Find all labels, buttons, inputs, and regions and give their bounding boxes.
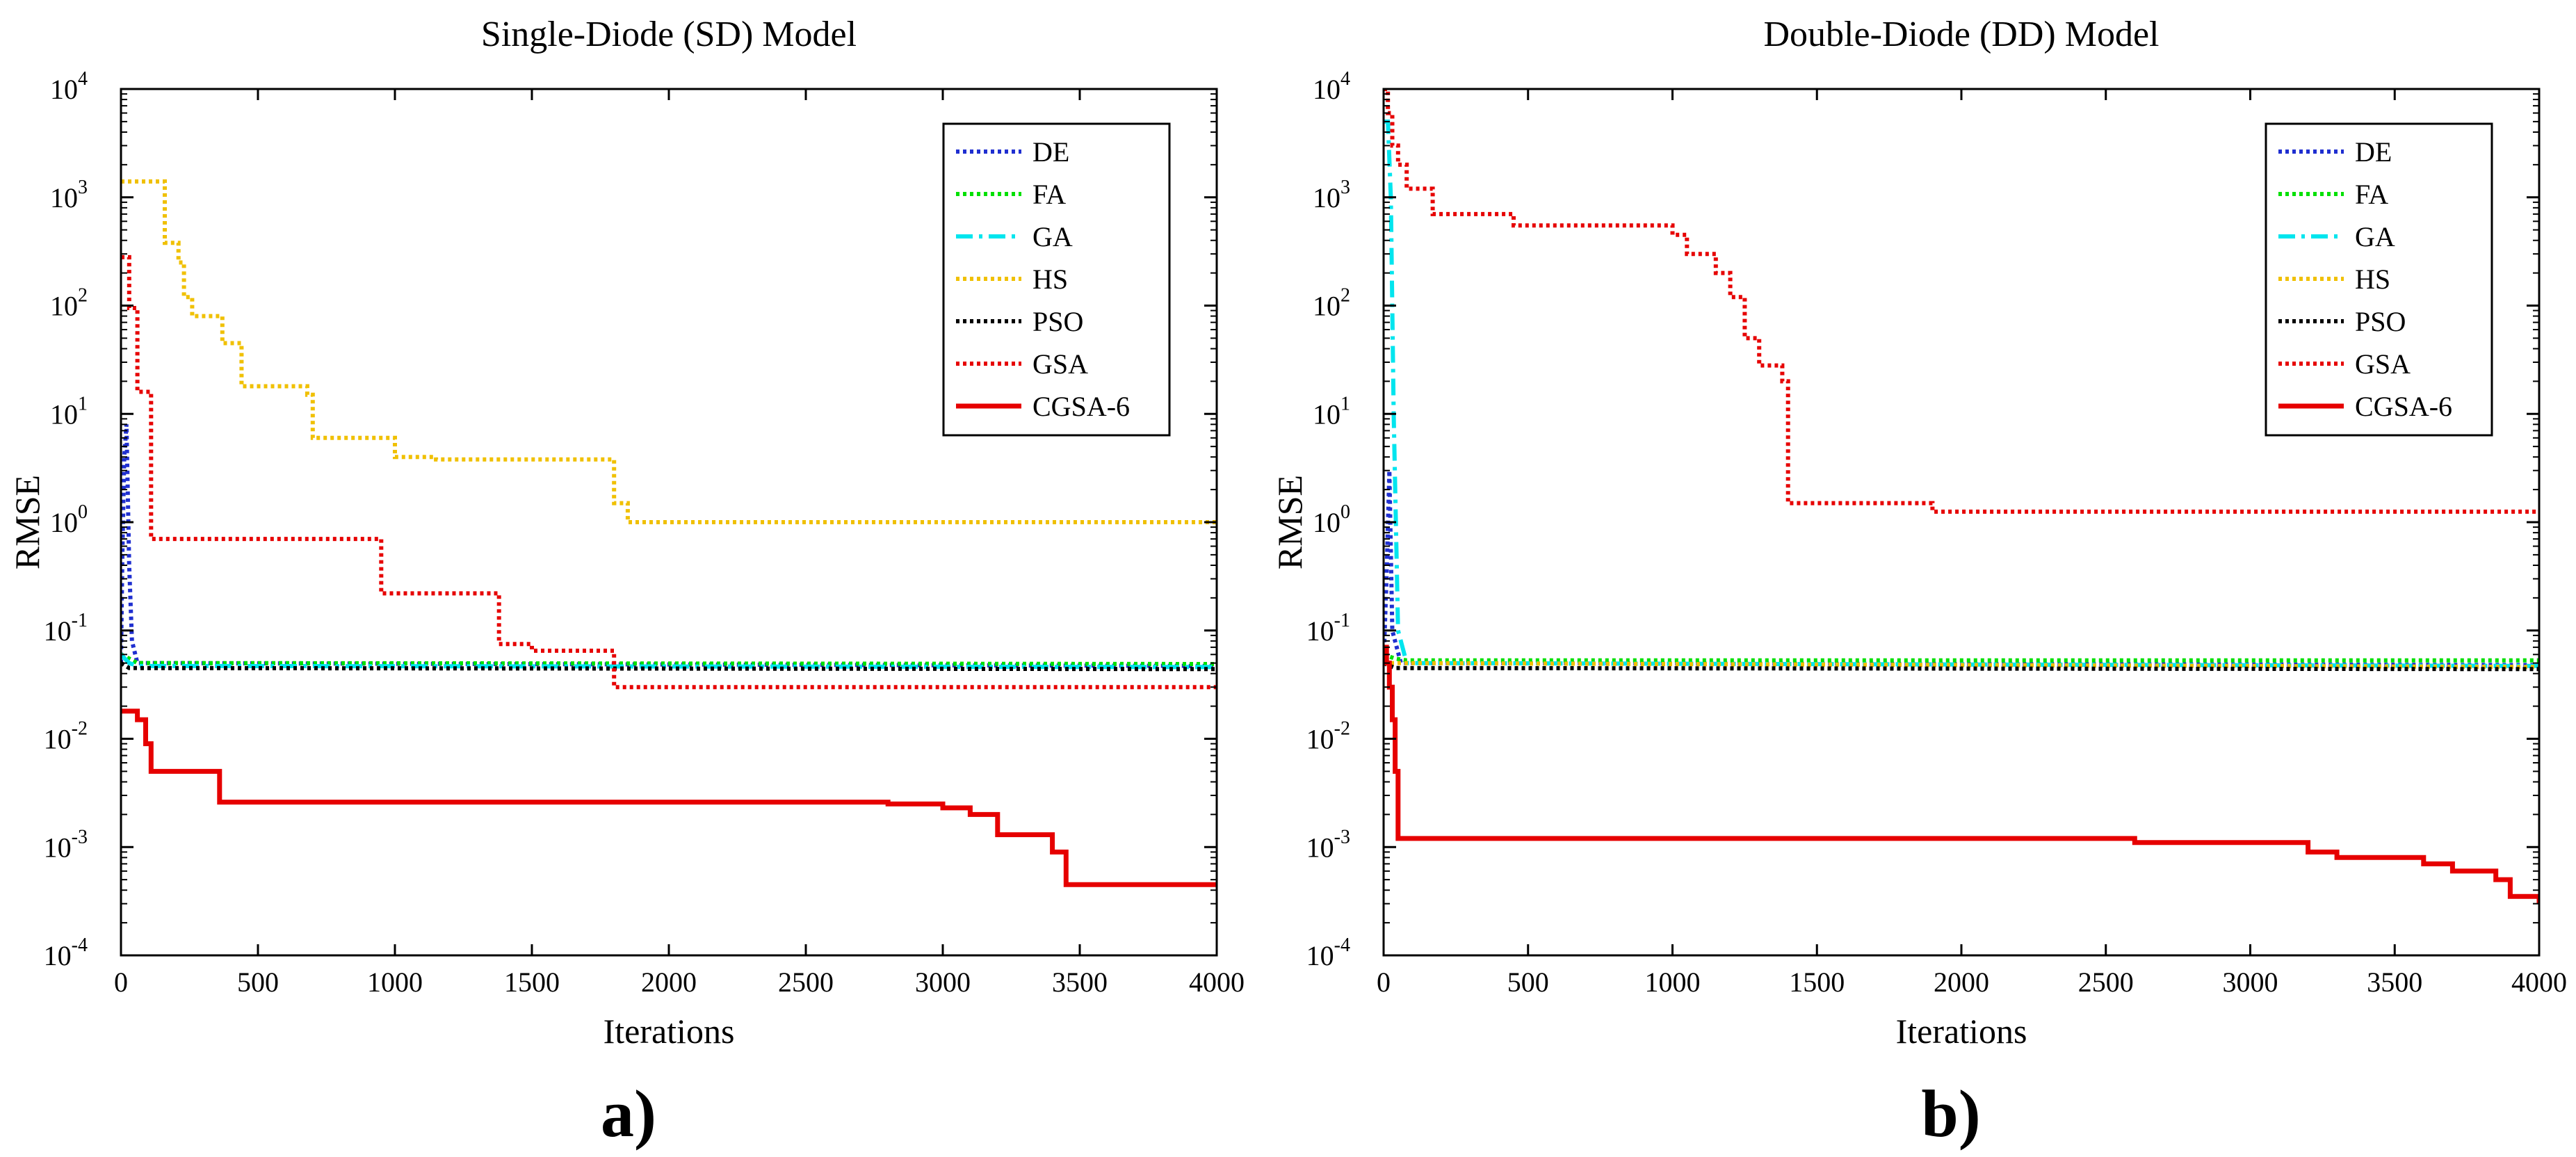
legend-box <box>942 122 1171 437</box>
y-tick-label: 10-2 <box>1306 718 1350 755</box>
chart-title: Single-Diode (SD) Model <box>481 15 857 54</box>
y-axis-label: RMSE <box>8 475 47 569</box>
x-tick-label: 1000 <box>1645 966 1701 998</box>
legend: DE FA GA HS PSO GSA CGSA-6 <box>2265 122 2493 437</box>
x-tick-label: 1000 <box>367 966 423 998</box>
y-tick-label: 10-3 <box>44 826 88 863</box>
series-line-de <box>1384 470 2539 668</box>
x-axis-label: Iterations <box>1896 1012 2027 1051</box>
x-tick-label: 500 <box>1507 966 1549 998</box>
legend-label-fa: FA <box>1032 179 1066 210</box>
y-tick-label: 102 <box>1313 285 1350 322</box>
series-line-ga <box>121 653 1217 670</box>
series-line-de <box>121 424 1217 668</box>
series-line-hs <box>121 179 1217 525</box>
y-tick-label: 101 <box>1313 393 1350 430</box>
x-tick-label: 3500 <box>1052 966 1108 998</box>
y-tick-label: 103 <box>1313 177 1350 213</box>
y-tick-label: 10-4 <box>1306 934 1350 971</box>
legend-label-cgsa-6: CGSA-6 <box>2355 391 2452 422</box>
series-line-gsa <box>121 254 1217 690</box>
x-tick-label: 3000 <box>2223 966 2278 998</box>
legend-label-pso: PSO <box>1032 306 1083 337</box>
series-line-fa <box>121 652 1217 666</box>
chart-panel-1: Single-Diode (SD) Model 0 500 1000 1500 2000 2… <box>8 15 1245 1151</box>
series-line-fa <box>1384 652 2539 663</box>
x-tick-label: 2500 <box>2078 966 2134 998</box>
chart-title: Double-Diode (DD) Model <box>1764 15 2160 54</box>
legend-label-de: DE <box>2355 136 2392 168</box>
legend-label-fa: FA <box>2355 179 2388 210</box>
x-tick-label: 3500 <box>2367 966 2422 998</box>
y-tick-label: 10-1 <box>1306 610 1350 647</box>
x-tick-label: 0 <box>1377 966 1391 998</box>
y-axis-label: RMSE <box>1270 475 1309 569</box>
legend-box <box>2265 122 2493 437</box>
legend-label-hs: HS <box>2355 264 2390 295</box>
series-line-hs <box>1384 661 2539 670</box>
legend-label-gsa: GSA <box>1032 348 1088 380</box>
x-axis-label: Iterations <box>604 1012 735 1051</box>
legend-label-pso: PSO <box>2355 306 2406 337</box>
x-tick-label: 2500 <box>778 966 834 998</box>
x-tick-label: 3000 <box>915 966 971 998</box>
x-tick-label: 2000 <box>1934 966 1989 998</box>
y-tick-label: 103 <box>50 177 88 213</box>
x-tick-label: 4000 <box>2511 966 2567 998</box>
y-tick-label: 10-4 <box>44 934 88 971</box>
legend-label-de: DE <box>1032 136 1069 168</box>
chart-panel-2: Double-Diode (DD) Model 0 500 1000 1500 2000 2… <box>1270 15 2567 1151</box>
y-tick-label: 102 <box>50 285 88 322</box>
y-tick-label: 10-1 <box>44 610 88 647</box>
series-line-cgsa-6 <box>1384 645 2539 904</box>
legend-label-cgsa-6: CGSA-6 <box>1032 391 1130 422</box>
legend-label-ga: GA <box>1032 221 1073 252</box>
y-tick-label: 104 <box>1313 68 1350 105</box>
y-tick-label: 100 <box>1313 501 1350 538</box>
x-tick-label: 1500 <box>504 966 560 998</box>
y-tick-label: 104 <box>50 68 88 105</box>
x-tick-label: 4000 <box>1189 966 1245 998</box>
y-tick-label: 100 <box>50 501 88 538</box>
legend-label-gsa: GSA <box>2355 348 2411 380</box>
legend-label-hs: HS <box>1032 264 1068 295</box>
series-line-cgsa-6 <box>121 709 1217 887</box>
y-tick-label: 101 <box>50 393 88 430</box>
series-group <box>121 179 1217 887</box>
x-tick-label: 2000 <box>641 966 697 998</box>
y-tick-label: 10-2 <box>44 718 88 755</box>
x-tick-label: 500 <box>237 966 279 998</box>
y-tick-label: 10-3 <box>1306 826 1350 863</box>
x-tick-label: 0 <box>114 966 128 998</box>
legend-label-ga: GA <box>2355 221 2395 252</box>
panel-label: b) <box>1921 1076 1980 1151</box>
series-line-pso <box>121 661 1217 672</box>
panel-label: a) <box>601 1076 656 1151</box>
legend: DE FA GA HS PSO GSA CGSA-6 <box>942 122 1171 437</box>
x-tick-label: 1500 <box>1789 966 1845 998</box>
